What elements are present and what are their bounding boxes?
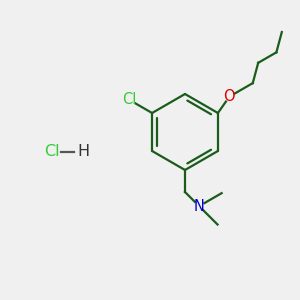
Text: O: O bbox=[224, 89, 235, 104]
Text: H: H bbox=[77, 145, 89, 160]
Text: N: N bbox=[194, 199, 205, 214]
Text: Cl: Cl bbox=[122, 92, 137, 107]
Text: Cl: Cl bbox=[44, 145, 60, 160]
